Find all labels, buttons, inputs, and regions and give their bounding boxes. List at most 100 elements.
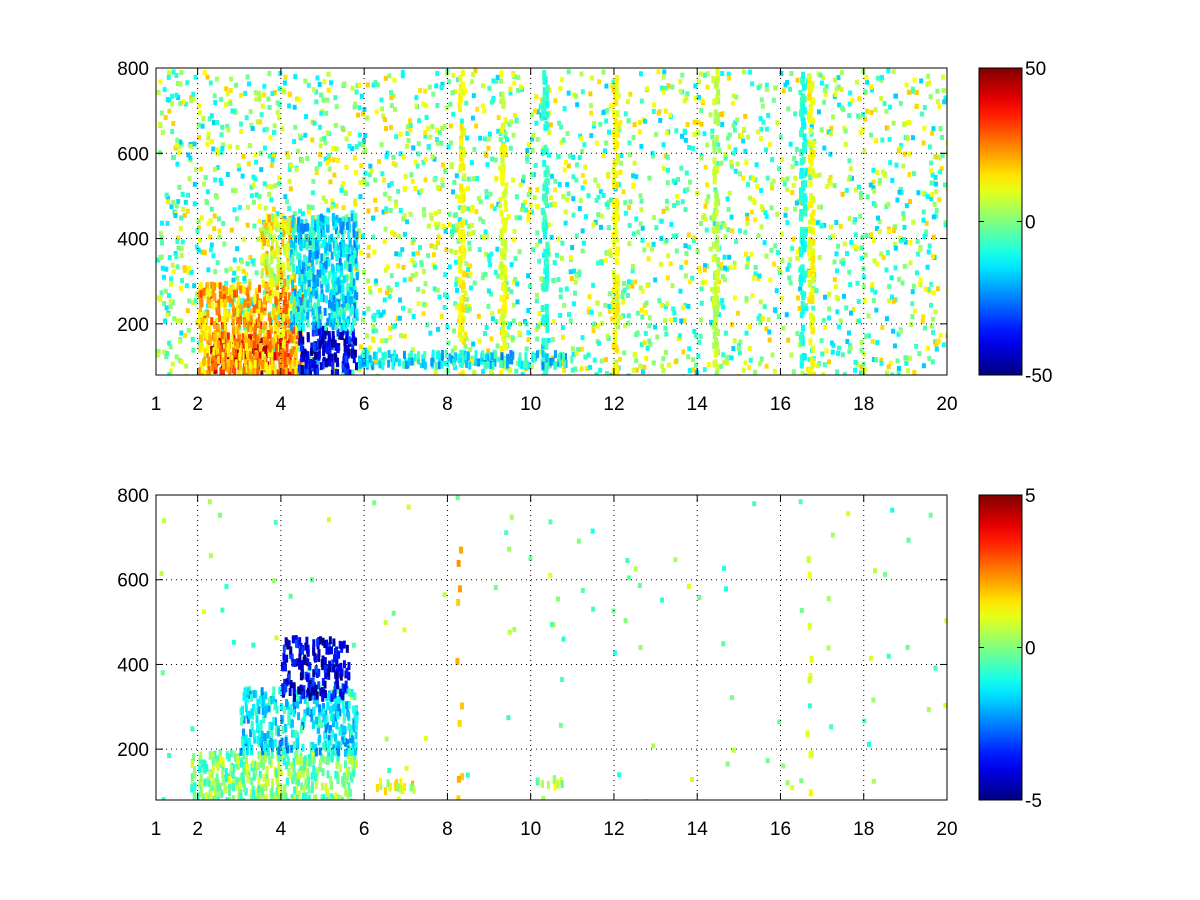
heatmap-cell [353, 250, 357, 259]
heatmap-cell [499, 232, 504, 240]
heatmap-cell [854, 79, 859, 85]
heatmap-cell [756, 129, 761, 135]
heatmap-cell [253, 330, 257, 339]
heatmap-cell [320, 289, 324, 298]
heatmap-cell [748, 357, 753, 363]
heatmap-cell [183, 332, 188, 338]
heatmap-cell [643, 330, 648, 336]
heatmap-cell [289, 349, 293, 358]
heatmap-cell [502, 337, 507, 345]
heatmap-cell [484, 251, 489, 257]
heatmap-cell [399, 333, 404, 339]
heatmap-cell [541, 344, 546, 350]
heatmap-cell [481, 350, 485, 359]
heatmap-cell [254, 270, 259, 276]
heatmap-cell [518, 321, 523, 327]
heatmap-cell [355, 235, 359, 244]
heatmap-cell [366, 306, 371, 312]
heatmap-cell [902, 263, 907, 269]
heatmap-cell [581, 240, 586, 246]
heatmap-cell [469, 160, 474, 166]
heatmap-cell [869, 132, 874, 138]
heatmap-cell [471, 341, 476, 347]
heatmap-cell [440, 182, 445, 188]
heatmap-cell [348, 239, 352, 248]
heatmap-cell [259, 167, 264, 173]
heatmap-cell [799, 279, 804, 287]
heatmap-cell [499, 78, 504, 84]
heatmap-cell [786, 106, 791, 112]
heatmap-cell [744, 264, 749, 270]
heatmap-cell [910, 86, 915, 92]
heatmap-cell [340, 226, 344, 235]
heatmap-cell [415, 163, 420, 169]
heatmap-cell [469, 285, 474, 291]
heatmap-cell [219, 149, 224, 155]
heatmap-cell [212, 347, 216, 356]
heatmap-cell [712, 76, 717, 84]
heatmap-cell [720, 274, 725, 280]
heatmap-cell [683, 137, 688, 143]
heatmap-cell [463, 290, 468, 296]
heatmap-cell [545, 101, 550, 109]
heatmap-cell [206, 282, 210, 291]
heatmap-cell [362, 359, 366, 368]
heatmap-cell [686, 303, 691, 309]
heatmap-cell [519, 360, 523, 369]
heatmap-cell [504, 182, 509, 188]
heatmap-cell [268, 231, 272, 240]
heatmap-cell [283, 319, 287, 328]
heatmap-cell [371, 314, 376, 320]
heatmap-cell [383, 267, 388, 273]
heatmap-cell [347, 295, 351, 304]
heatmap-cell [217, 340, 221, 349]
heatmap-cell [279, 267, 283, 276]
heatmap-cell [217, 228, 222, 234]
heatmap-cell [349, 296, 353, 305]
heatmap-cell [180, 191, 185, 197]
heatmap-cell [563, 220, 568, 226]
heatmap-cell [500, 238, 505, 246]
heatmap-cell [398, 131, 403, 137]
heatmap-cell [283, 74, 288, 80]
heatmap-cell [615, 364, 620, 370]
heatmap-cell [202, 330, 206, 339]
heatmap-cell [922, 325, 927, 331]
heatmap-cell [230, 353, 234, 362]
heatmap-cell [176, 245, 181, 251]
heatmap-cell [808, 172, 813, 178]
heatmap-cell [493, 358, 497, 367]
heatmap-cell [267, 335, 271, 344]
heatmap-cell [480, 275, 485, 281]
heatmap-cell [545, 259, 550, 267]
heatmap-cell [910, 135, 915, 141]
heatmap-cell [808, 236, 813, 242]
heatmap-cell [381, 209, 386, 215]
heatmap-cell [304, 218, 308, 227]
heatmap-cell [254, 96, 259, 102]
heatmap-cell [929, 180, 934, 186]
heatmap-cell [830, 349, 835, 355]
heatmap-cell [712, 241, 717, 249]
heatmap-cell [526, 308, 531, 314]
heatmap-cell [416, 301, 421, 307]
heatmap-cell [300, 368, 304, 375]
heatmap-cell [215, 120, 220, 126]
heatmap-cell [755, 184, 760, 190]
heatmap-cell [823, 325, 828, 331]
heatmap-cell [661, 208, 666, 214]
heatmap-cell [642, 340, 647, 346]
heatmap-cell [405, 130, 410, 136]
heatmap-cell [334, 342, 338, 351]
heatmap-cell [715, 94, 720, 102]
heatmap-cell [321, 195, 326, 201]
heatmap-cell [877, 180, 882, 186]
heatmap-cell [207, 116, 212, 122]
heatmap-cell [347, 330, 352, 336]
heatmap-cell [898, 238, 903, 244]
heatmap-cell [743, 113, 748, 119]
heatmap-cell [264, 229, 268, 238]
heatmap-cell [270, 256, 274, 265]
heatmap-cell [368, 354, 372, 363]
heatmap-cell [560, 255, 565, 261]
